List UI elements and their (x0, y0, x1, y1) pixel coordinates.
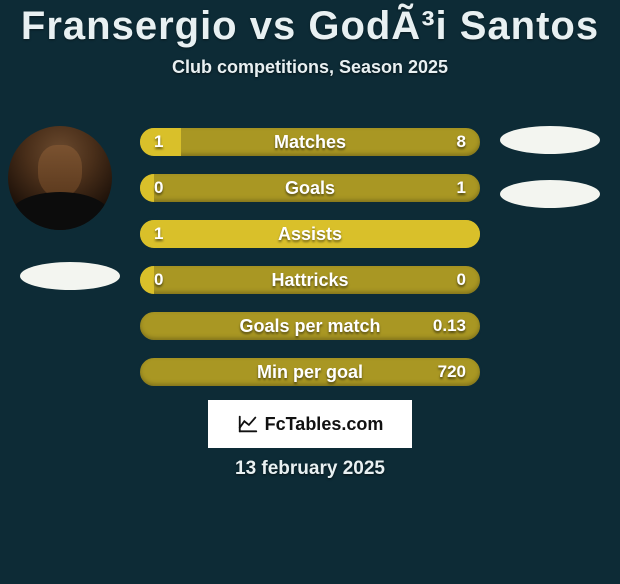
stat-bars: 1 Matches 8 0 Goals 1 1 Assists 0 Hattri… (138, 126, 482, 402)
fctables-logo-icon (237, 413, 259, 435)
stat-label: Goals per match (239, 316, 380, 337)
stat-value-left: 1 (154, 132, 163, 152)
branding-box: FcTables.com (208, 400, 412, 448)
stat-row-goals-per-match: Goals per match 0.13 (138, 310, 482, 342)
player1-avatar (8, 126, 112, 230)
date-text: 13 february 2025 (0, 458, 620, 480)
stat-row-matches: 1 Matches 8 (138, 126, 482, 158)
stat-fill (140, 174, 154, 202)
stat-row-assists: 1 Assists (138, 218, 482, 250)
stat-value-left: 0 (154, 270, 163, 290)
player1-shadow (20, 262, 120, 290)
stat-label: Matches (274, 132, 346, 153)
stat-row-goals: 0 Goals 1 (138, 172, 482, 204)
branding-text: FcTables.com (265, 414, 384, 435)
player2-shadow (500, 180, 600, 208)
stat-label: Assists (278, 224, 342, 245)
page-title: Fransergio vs GodÃ³i Santos (0, 4, 620, 49)
page-subtitle: Club competitions, Season 2025 (0, 57, 620, 78)
stat-value-right: 8 (457, 132, 466, 152)
stat-label: Hattricks (271, 270, 348, 291)
stat-fill (140, 266, 154, 294)
stat-value-left: 0 (154, 178, 163, 198)
stat-row-min-per-goal: Min per goal 720 (138, 356, 482, 388)
stat-row-hattricks: 0 Hattricks 0 (138, 264, 482, 296)
stat-label: Goals (285, 178, 335, 199)
stat-value-right: 1 (457, 178, 466, 198)
stat-value-right: 720 (438, 362, 466, 382)
stat-label: Min per goal (257, 362, 363, 383)
stat-value-left: 1 (154, 224, 163, 244)
stat-value-right: 0 (457, 270, 466, 290)
player2-avatar (500, 126, 600, 154)
stat-value-right: 0.13 (433, 316, 466, 336)
